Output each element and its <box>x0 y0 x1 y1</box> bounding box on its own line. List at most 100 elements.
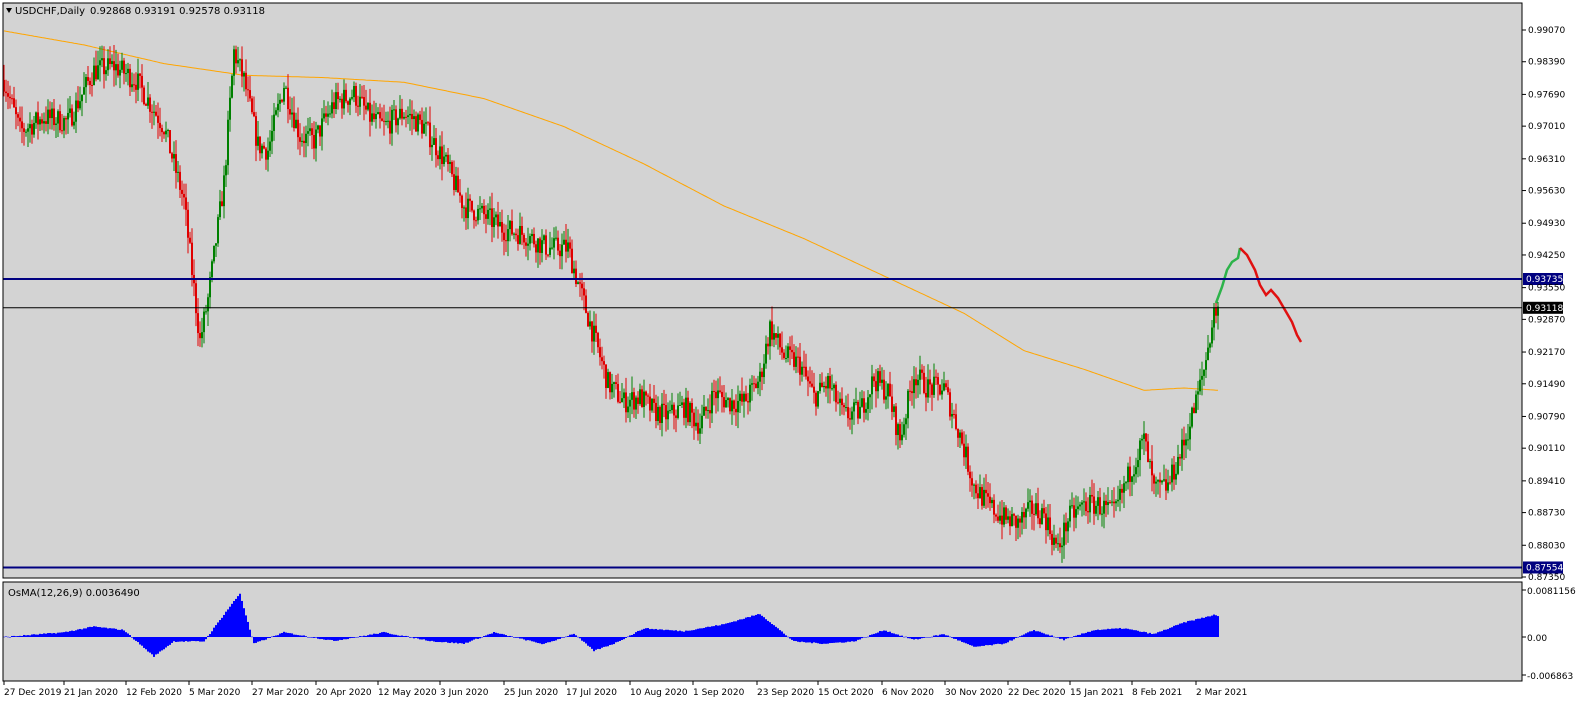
candle-body <box>415 116 417 132</box>
osma-bar <box>965 637 967 644</box>
osma-bar <box>481 637 483 638</box>
osma-bar <box>1055 637 1057 638</box>
candle-body <box>683 402 685 418</box>
osma-bar <box>981 637 983 646</box>
osma-bar <box>145 637 147 650</box>
candle-body <box>455 175 457 190</box>
osma-bar <box>535 637 537 643</box>
candle-body <box>699 428 701 434</box>
candle-body <box>405 116 407 118</box>
candle-body <box>383 120 385 122</box>
osma-bar <box>1131 629 1133 637</box>
candle-body <box>159 122 161 129</box>
osma-bar <box>989 637 991 645</box>
candle-body <box>43 121 45 124</box>
candle-body <box>65 118 67 120</box>
candle-body <box>409 113 411 116</box>
candle-body <box>305 133 307 144</box>
candle-body <box>445 154 447 157</box>
candle-body <box>229 97 231 120</box>
osma-bar <box>907 637 909 639</box>
osma-bar <box>161 637 163 651</box>
candle-body <box>1007 516 1009 520</box>
osma-bar <box>45 633 47 637</box>
candle-body <box>1183 439 1185 446</box>
osma-bar <box>1215 615 1217 637</box>
osma-bar <box>813 637 815 643</box>
osma-bar <box>15 636 17 637</box>
osma-bar <box>545 637 547 644</box>
candle-body <box>513 233 515 235</box>
candle-body <box>275 110 277 115</box>
candle-body <box>913 379 915 394</box>
candle-body <box>867 397 869 409</box>
candle-body <box>1197 391 1199 395</box>
osma-bar <box>913 637 915 640</box>
osma-bar <box>559 637 561 639</box>
candle-body <box>1135 467 1137 475</box>
candle-body <box>427 122 429 124</box>
candle-body <box>849 418 851 420</box>
candle-body <box>83 87 85 95</box>
date-axis: 27 Dec 2019 21 Jan 2020 12 Feb 2020 5 Mar 2… <box>3 681 1247 698</box>
osma-bar <box>421 637 423 640</box>
candle-body <box>911 391 913 394</box>
osma-bar <box>273 635 275 637</box>
candle-body <box>527 243 529 246</box>
osma-bar <box>743 618 745 637</box>
candle-body <box>199 333 201 339</box>
osma-bar <box>1173 625 1175 637</box>
osma-bar <box>825 637 827 644</box>
osma-bar <box>739 619 741 637</box>
candle-body <box>7 93 9 97</box>
osma-bar <box>811 637 813 644</box>
candle-body <box>1201 375 1203 380</box>
candle-body <box>451 161 453 175</box>
osma-bar <box>671 630 673 637</box>
candle-body <box>1087 511 1089 513</box>
osma-bar <box>1153 633 1155 637</box>
osma-bar <box>305 636 307 637</box>
candle-body <box>741 393 743 402</box>
candle-body <box>585 295 587 313</box>
osma-bar <box>977 637 979 647</box>
osma-bar <box>1041 632 1043 637</box>
osma-bar <box>107 628 109 637</box>
candle-body <box>1103 500 1105 514</box>
osma-bar <box>153 637 155 657</box>
osma-bar <box>857 637 859 640</box>
candle-body <box>449 161 451 165</box>
osma-bar <box>181 637 183 642</box>
date-tick-label: 27 Dec 2019 <box>4 688 62 698</box>
osma-bar <box>1177 624 1179 637</box>
osma-bar <box>607 637 609 647</box>
osma-bar <box>551 637 553 642</box>
osma-bar <box>1211 615 1213 637</box>
candle-body <box>775 333 777 338</box>
candle-body <box>57 111 59 124</box>
candle-body <box>773 333 775 340</box>
osma-bar <box>381 632 383 637</box>
date-tick-label: 15 Jan 2021 <box>1070 688 1124 698</box>
candle-body <box>459 192 461 196</box>
osma-bar <box>325 637 327 640</box>
candle-body <box>295 119 297 129</box>
osma-bar <box>525 637 527 641</box>
candle-body <box>801 366 803 375</box>
osma-bar <box>629 635 631 637</box>
candle-body <box>443 156 445 165</box>
candle-body <box>1085 501 1087 512</box>
candle-body <box>729 398 731 412</box>
osma-bar <box>1201 617 1203 637</box>
triangle-down-icon[interactable] <box>6 8 12 13</box>
candle-body <box>787 346 789 358</box>
level-price-tag <box>1523 301 1563 314</box>
osma-bar <box>1213 614 1215 637</box>
osma-bar <box>715 625 717 637</box>
level-price-label: 0.93735 <box>1526 275 1563 285</box>
osma-bar <box>247 621 249 637</box>
candle-body <box>893 406 895 412</box>
candle-body <box>821 382 823 388</box>
osma-bar <box>979 637 981 647</box>
